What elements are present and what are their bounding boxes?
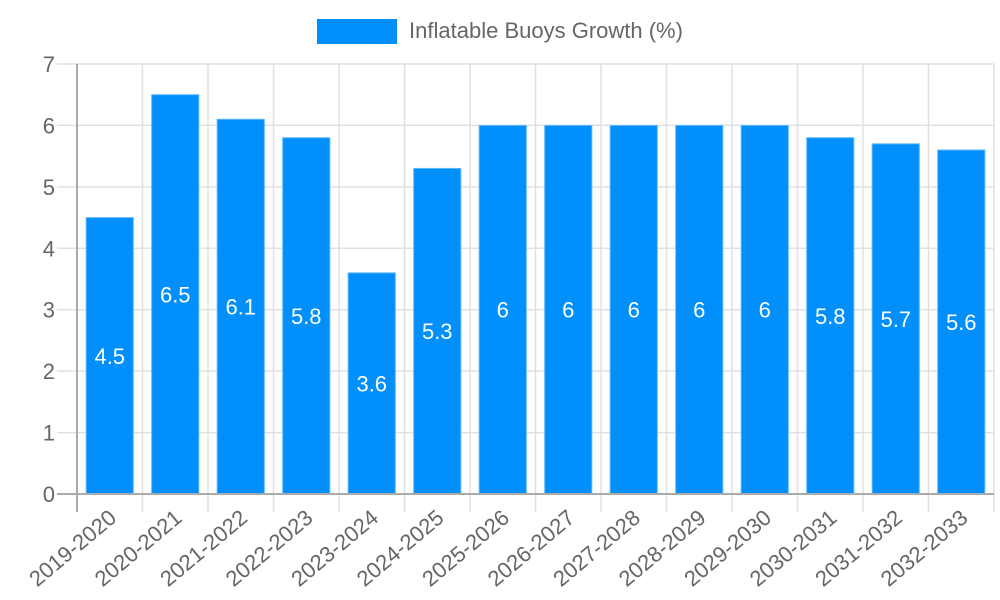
y-axis-labels: 0 1 2 3 4 5 6 7 (43, 52, 55, 507)
bar[interactable] (609, 124, 658, 495)
bar-data-label: 6 (628, 298, 640, 323)
bar-data-label: 3.6 (356, 371, 387, 396)
bar[interactable] (544, 124, 593, 495)
bar[interactable] (937, 149, 986, 495)
bar-data-label: 6.5 (160, 282, 191, 307)
bars (85, 94, 986, 495)
bar-data-label: 5.7 (880, 307, 911, 332)
y-tick-label: 4 (43, 236, 55, 261)
y-tick-label: 6 (43, 113, 55, 138)
data-labels: 4.5 6.5 6.1 5.8 3.6 5.3 6 6 6 6 6 5.8 5.7 5.6 (94, 282, 976, 396)
bar[interactable] (347, 272, 396, 495)
chart-legend: Inflatable Buoys Growth (%) (0, 18, 1000, 44)
bar[interactable] (478, 124, 527, 495)
bar-data-label: 6 (693, 298, 705, 323)
bar-data-label: 5.8 (291, 304, 322, 329)
y-tick-label: 7 (43, 52, 55, 77)
bar[interactable] (871, 143, 920, 495)
bar[interactable] (151, 94, 200, 495)
bar-data-label: 6 (497, 298, 509, 323)
y-tick-label: 2 (43, 359, 55, 384)
legend-swatch[interactable] (317, 18, 398, 44)
bar-data-label: 6 (759, 298, 771, 323)
bar-data-label: 5.3 (422, 319, 453, 344)
y-tick-label: 1 (43, 421, 55, 446)
bar[interactable] (806, 137, 855, 495)
bar-data-label: 6.1 (225, 295, 256, 320)
bar-data-label: 5.6 (946, 310, 977, 335)
legend-label[interactable]: Inflatable Buoys Growth (%) (409, 18, 683, 43)
bar[interactable] (216, 118, 265, 495)
bar-data-label: 5.8 (815, 304, 846, 329)
bar[interactable] (282, 137, 331, 495)
y-tick-label: 0 (43, 482, 55, 507)
bar-data-label: 4.5 (94, 344, 125, 369)
y-tick-label: 5 (43, 175, 55, 200)
bar[interactable] (413, 167, 462, 495)
bar-data-label: 6 (562, 298, 574, 323)
y-tick-label: 3 (43, 298, 55, 323)
bar[interactable] (675, 124, 724, 495)
bar[interactable] (85, 217, 134, 495)
x-axis-labels: 2019-20202020-20212021-20222022-20232023… (24, 505, 972, 592)
